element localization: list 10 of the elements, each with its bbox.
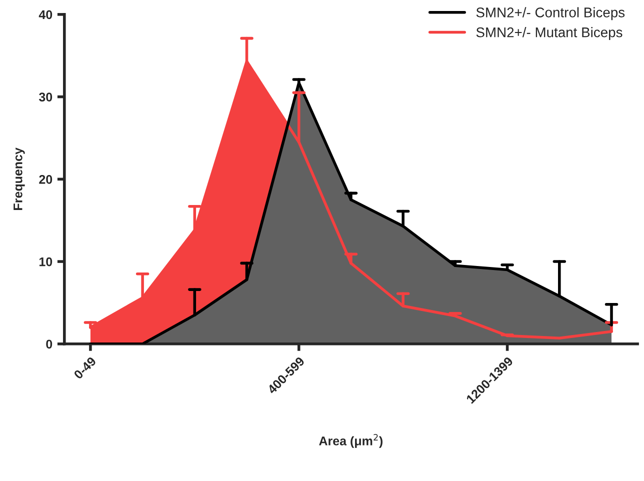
y-tick-label: 20	[39, 174, 52, 184]
y-tick-label: 30	[38, 92, 52, 102]
x-axis-title: Area (μm$^{2}$)	[319, 434, 382, 448]
y-tick-label: 40	[38, 10, 52, 20]
legend-label: SMN2+/- Control Biceps	[476, 7, 625, 20]
x-tick-label: 0-49	[73, 356, 97, 380]
y-tick-label: 10	[39, 257, 52, 266]
y-axis-title: Frequency	[14, 148, 25, 210]
y-tick-label: 0	[46, 340, 52, 349]
legend-label: SMN2+/- Mutant Biceps	[476, 27, 622, 40]
